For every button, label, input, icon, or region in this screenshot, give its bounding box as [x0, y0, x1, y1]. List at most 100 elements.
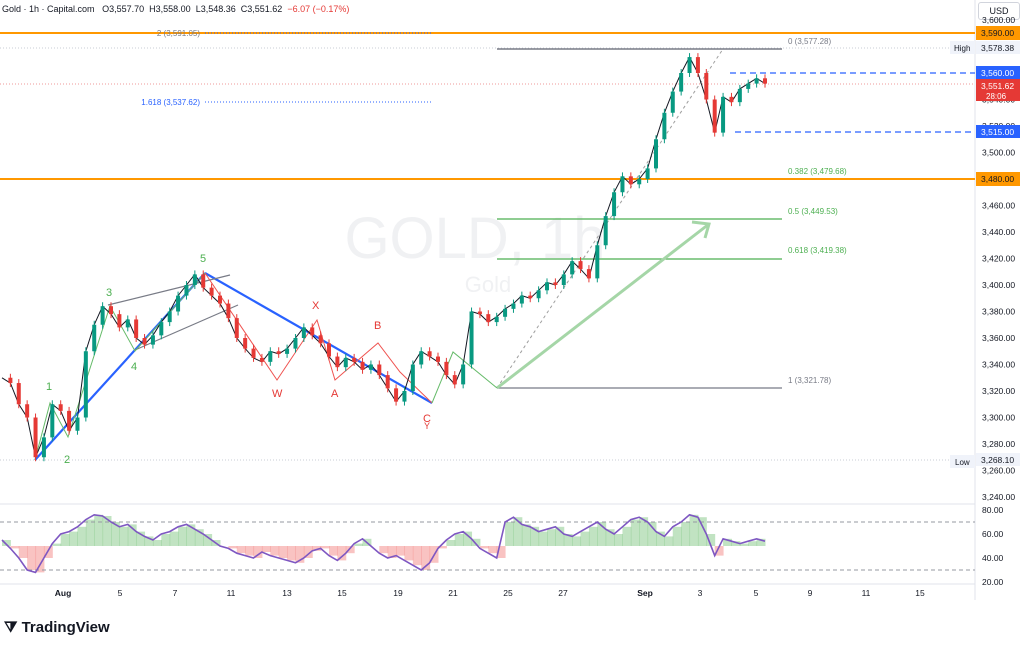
- candle-body[interactable]: [92, 324, 97, 352]
- time-axis[interactable]: Aug 5 7 11 13 15 19 21 25 27 Sep 3 5 9 11 15: [55, 588, 925, 598]
- candle-body[interactable]: [419, 351, 424, 365]
- symbol-name[interactable]: Gold · 1h · Capital.com: [2, 4, 95, 14]
- candle-body[interactable]: [83, 351, 88, 418]
- candle-body[interactable]: [109, 306, 113, 315]
- candle-body[interactable]: [561, 274, 566, 285]
- candle-body[interactable]: [737, 88, 742, 103]
- candle-body[interactable]: [763, 78, 767, 84]
- candle-body[interactable]: [159, 322, 164, 336]
- candle-body[interactable]: [25, 404, 30, 418]
- candle-body[interactable]: [201, 274, 206, 288]
- candle-body[interactable]: [503, 308, 508, 317]
- candle-body[interactable]: [259, 357, 264, 362]
- candle-body[interactable]: [310, 327, 315, 336]
- candle-body[interactable]: [226, 303, 231, 319]
- candle-body[interactable]: [234, 318, 239, 338]
- candle-body[interactable]: [729, 96, 734, 103]
- candle-body[interactable]: [603, 216, 608, 246]
- candle-body[interactable]: [16, 383, 21, 405]
- candle-body[interactable]: [176, 295, 181, 312]
- candle-body[interactable]: [184, 285, 189, 296]
- candle-body[interactable]: [746, 83, 751, 89]
- candle-body[interactable]: [8, 377, 13, 384]
- candle-body[interactable]: [612, 192, 617, 217]
- candle-body[interactable]: [293, 338, 298, 349]
- candle-body[interactable]: [58, 404, 63, 411]
- candle-body[interactable]: [150, 335, 155, 345]
- candle-body[interactable]: [645, 168, 650, 179]
- candle-body[interactable]: [67, 410, 72, 431]
- candle-body[interactable]: [654, 139, 658, 169]
- candle-body[interactable]: [352, 357, 357, 362]
- candle-body[interactable]: [494, 316, 499, 323]
- candle-body[interactable]: [209, 287, 214, 296]
- candle-body[interactable]: [142, 338, 147, 345]
- candle-body[interactable]: [452, 375, 457, 385]
- candle-body[interactable]: [570, 261, 575, 275]
- candle-body[interactable]: [218, 295, 222, 304]
- candle-body[interactable]: [335, 356, 340, 368]
- candle-body[interactable]: [251, 348, 256, 358]
- candle-body[interactable]: [712, 99, 717, 133]
- candle-body[interactable]: [285, 348, 290, 354]
- rsi-pane[interactable]: [0, 513, 975, 574]
- candle-body[interactable]: [377, 364, 382, 376]
- candle-body[interactable]: [679, 73, 684, 92]
- candle-body[interactable]: [444, 361, 449, 376]
- candle-body[interactable]: [695, 57, 700, 73]
- candle-body[interactable]: [436, 356, 440, 362]
- candle-body[interactable]: [410, 364, 415, 392]
- candle-body[interactable]: [511, 303, 516, 309]
- currency-button[interactable]: USD: [978, 2, 1020, 20]
- candle-body[interactable]: [461, 364, 466, 385]
- candle-body[interactable]: [637, 179, 642, 185]
- candle-body[interactable]: [125, 319, 130, 328]
- candle-body[interactable]: [721, 96, 726, 133]
- candle-body[interactable]: [519, 295, 524, 304]
- candle-body[interactable]: [754, 78, 759, 84]
- candle-body[interactable]: [268, 351, 273, 362]
- candle-body[interactable]: [545, 282, 549, 291]
- candle-body[interactable]: [343, 357, 348, 368]
- candle-body[interactable]: [50, 404, 55, 438]
- candle-body[interactable]: [687, 57, 692, 73]
- candle-body[interactable]: [528, 295, 533, 299]
- candle-body[interactable]: [167, 311, 172, 323]
- candle-body[interactable]: [704, 73, 709, 100]
- candle-body[interactable]: [192, 274, 197, 285]
- candle-body[interactable]: [586, 269, 591, 279]
- candle-body[interactable]: [276, 351, 281, 354]
- wedge-lower-line[interactable]: [134, 304, 239, 351]
- candle-body[interactable]: [318, 335, 323, 344]
- candle-body[interactable]: [628, 176, 633, 185]
- candle-body[interactable]: [327, 343, 331, 357]
- candle-body[interactable]: [553, 282, 558, 285]
- candle-body[interactable]: [100, 306, 105, 325]
- candle-body[interactable]: [134, 319, 139, 338]
- rsi-line[interactable]: [1, 513, 766, 574]
- candle-body[interactable]: [360, 361, 365, 370]
- candle-body[interactable]: [662, 112, 667, 140]
- green-arrow-line[interactable]: [496, 222, 710, 390]
- candle-body[interactable]: [486, 314, 491, 323]
- candle-body[interactable]: [578, 261, 583, 270]
- candle-body[interactable]: [620, 176, 625, 193]
- candle-body[interactable]: [41, 437, 46, 458]
- candle-body[interactable]: [243, 338, 248, 349]
- candle-body[interactable]: [469, 311, 474, 365]
- candle-body[interactable]: [670, 91, 675, 113]
- candle-body[interactable]: [402, 391, 407, 402]
- candle-body[interactable]: [385, 375, 390, 389]
- candle-body[interactable]: [33, 417, 38, 458]
- candle-body[interactable]: [368, 364, 373, 370]
- candle-body[interactable]: [117, 314, 122, 328]
- candle-body[interactable]: [394, 388, 399, 402]
- blue-trend-line-down[interactable]: [204, 272, 433, 404]
- candle-body[interactable]: [536, 290, 541, 299]
- candle-body[interactable]: [427, 351, 432, 357]
- candle-body[interactable]: [75, 417, 80, 431]
- candle-body[interactable]: [595, 245, 600, 279]
- candle-body[interactable]: [477, 311, 482, 315]
- candle-body[interactable]: [301, 327, 306, 338]
